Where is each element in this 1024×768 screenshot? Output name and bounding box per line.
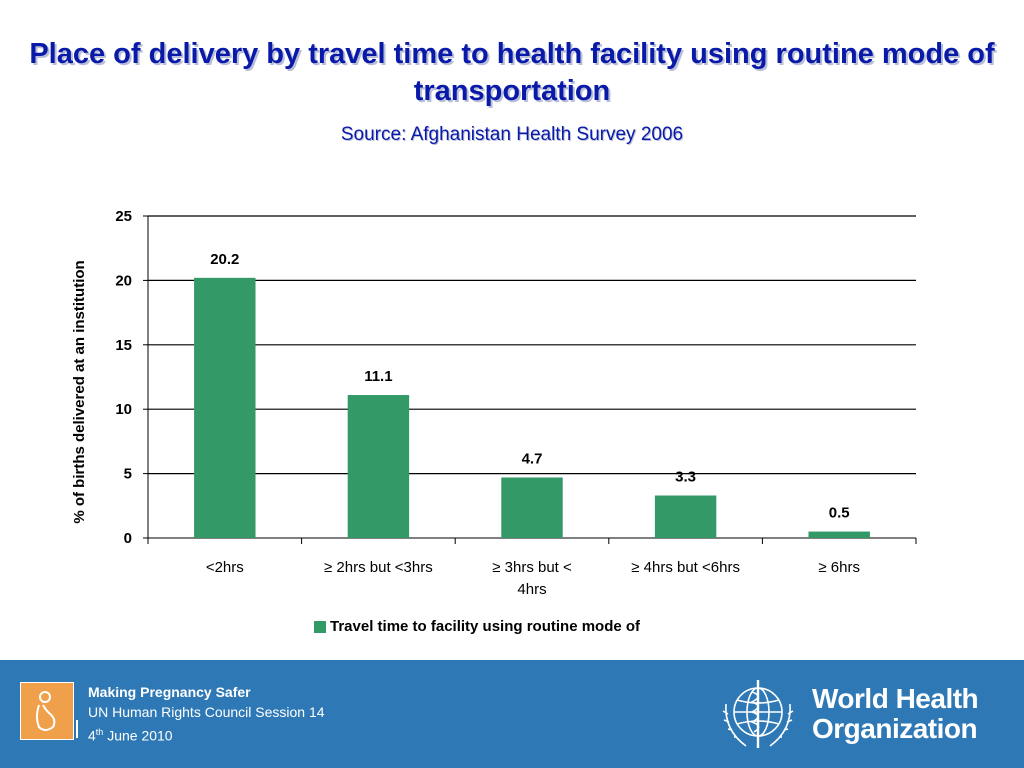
labels: 0 5 10 15 20 25 20.2 <2hrs 11.1 ≥ 2hrs but <3hrs 4… bbox=[115, 208, 860, 598]
x-tick-label: <2hrs bbox=[206, 559, 244, 576]
who-wordmark-line-1: World Health bbox=[812, 683, 979, 714]
footer-line-3: 4th June 2010 bbox=[88, 722, 325, 746]
data-label: 4.7 bbox=[522, 450, 543, 467]
x-tick-label: ≥ 2hrs but <3hrs bbox=[324, 559, 433, 576]
y-tick-label: 10 bbox=[115, 401, 132, 418]
who-wordmark-line-2: Organization bbox=[812, 713, 978, 744]
x-tick-label: ≥ 4hrs but <6hrs bbox=[631, 559, 740, 576]
y-tick-label: 5 bbox=[124, 466, 132, 483]
bar bbox=[654, 495, 717, 538]
footer-line-2: UN Human Rights Council Session 14 bbox=[88, 704, 325, 720]
footer-separator bbox=[76, 720, 78, 738]
x-tick-label: 4hrs bbox=[517, 581, 546, 598]
legend-swatch bbox=[314, 620, 326, 633]
data-label: 0.5 bbox=[829, 505, 850, 522]
who-wordmark: World Health Organization bbox=[812, 683, 979, 744]
bar bbox=[347, 395, 410, 538]
slide-title: Place of delivery by travel time to heal… bbox=[29, 38, 995, 107]
bars bbox=[194, 277, 870, 538]
bar bbox=[808, 531, 870, 538]
data-label: 11.1 bbox=[364, 368, 392, 385]
gridlines bbox=[148, 215, 916, 475]
footer-date-rest: June 2010 bbox=[103, 727, 173, 744]
y-tick-label: 25 bbox=[115, 208, 132, 225]
footer-date-sup: th bbox=[95, 727, 104, 737]
y-tick-label: 0 bbox=[124, 530, 132, 547]
x-tick-label: ≥ 6hrs bbox=[818, 559, 860, 576]
footer-text: Making Pregnancy Safer UN Human Rights C… bbox=[88, 682, 325, 746]
pregnancy-logo-icon bbox=[20, 682, 74, 740]
legend-label: Travel time to facility using routine mo… bbox=[330, 618, 641, 635]
footer-bar: Making Pregnancy Safer UN Human Rights C… bbox=[0, 660, 1024, 768]
data-label: 20.2 bbox=[210, 251, 239, 268]
y-tick-label: 20 bbox=[115, 272, 132, 289]
bar bbox=[194, 277, 256, 538]
data-label: 3.3 bbox=[675, 468, 696, 485]
who-emblem-icon bbox=[722, 680, 794, 748]
slide-subtitle: Source: Afghanistan Health Survey 2006 bbox=[340, 124, 684, 145]
footer-date-day: 4 bbox=[88, 727, 96, 744]
bar bbox=[501, 477, 563, 538]
bar-chart: 0 5 10 15 20 25 20.2 <2hrs 11.1 ≥ 2hrs but <3hrs 4… bbox=[71, 208, 917, 598]
y-axis-label: % of births delivered at an institution bbox=[71, 260, 88, 523]
y-tick-label: 15 bbox=[115, 337, 132, 354]
legend: Travel time to facility using routine mo… bbox=[314, 618, 640, 635]
x-tick-label: ≥ 3hrs but < bbox=[492, 559, 572, 576]
footer-line-1: Making Pregnancy Safer bbox=[88, 684, 251, 700]
